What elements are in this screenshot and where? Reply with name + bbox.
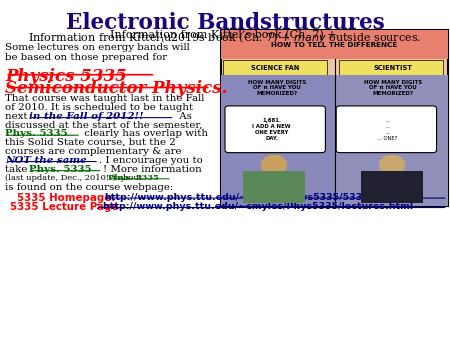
FancyBboxPatch shape <box>220 75 335 206</box>
Text: Electronic Bandstructures: Electronic Bandstructures <box>66 12 384 34</box>
Text: Phys. 5335: Phys. 5335 <box>108 174 159 182</box>
Text: HOW MANY DIGITS
OF π HAVE YOU
MEMORIZED?: HOW MANY DIGITS OF π HAVE YOU MEMORIZED? <box>364 80 423 96</box>
Text: HOW MANY DIGITS
OF π HAVE YOU
MEMORIZED?: HOW MANY DIGITS OF π HAVE YOU MEMORIZED? <box>248 80 306 96</box>
Text: clearly has overlap with: clearly has overlap with <box>81 129 208 138</box>
FancyBboxPatch shape <box>361 171 423 203</box>
Text: 5335 Lecture Page: 5335 Lecture Page <box>10 202 118 212</box>
Text: Phys. 5335: Phys. 5335 <box>5 129 68 138</box>
FancyBboxPatch shape <box>220 30 448 206</box>
Text: HOW TO TELL THE DIFFERENCE: HOW TO TELL THE DIFFERENCE <box>271 42 397 48</box>
Text: : http://www.phys.ttu.edu/~cmyles/Phys5335/lectures.html: : http://www.phys.ttu.edu/~cmyles/Phys53… <box>96 202 413 211</box>
Text: 1,681.
I ADD A NEW
ONE EVERY
DAY.: 1,681. I ADD A NEW ONE EVERY DAY. <box>252 118 291 141</box>
FancyBboxPatch shape <box>336 106 436 153</box>
Text: Information from Kittel\u2019s book (Ch. 7) + $\bf{\it{many}}$ outside sources.: Information from Kittel\u2019s book (Ch.… <box>28 30 422 45</box>
Text: Phys. 5335: Phys. 5335 <box>29 165 92 174</box>
Text: SCIENTIST: SCIENTIST <box>374 65 413 71</box>
Circle shape <box>261 155 287 174</box>
Text: Physics 5335: Physics 5335 <box>5 68 127 84</box>
Text: . I encourage you to: . I encourage you to <box>99 156 203 165</box>
Circle shape <box>379 155 405 174</box>
Text: Semiconductor Physics.: Semiconductor Physics. <box>5 80 228 97</box>
FancyBboxPatch shape <box>225 106 325 153</box>
Text: ! More information: ! More information <box>103 165 201 174</box>
Text: That course was taught last in the Fall: That course was taught last in the Fall <box>5 94 205 103</box>
Text: in the Fall of 2012!!: in the Fall of 2012!! <box>29 112 144 121</box>
Text: http://www.phys.ttu.edu/~cmyles/Phys5335/5335.html: http://www.phys.ttu.edu/~cmyles/Phys5335… <box>104 193 397 202</box>
Text: Some lectures on energy bands will: Some lectures on energy bands will <box>5 43 190 52</box>
FancyBboxPatch shape <box>243 171 305 203</box>
FancyBboxPatch shape <box>335 75 448 206</box>
Text: NOT the same: NOT the same <box>5 156 87 165</box>
FancyBboxPatch shape <box>339 60 443 75</box>
FancyBboxPatch shape <box>223 60 327 75</box>
Text: ...
...
...
... ONE?: ... ... ... ... ONE? <box>378 118 398 141</box>
Text: discussed at the start of the semester,: discussed at the start of the semester, <box>5 120 203 129</box>
Text: be based on those prepared for: be based on those prepared for <box>5 53 167 62</box>
Text: is found on the course webpage:: is found on the course webpage: <box>5 183 174 192</box>
Text: Information from Kittel’s book (Ch. 7) +: Information from Kittel’s book (Ch. 7) + <box>110 30 340 40</box>
FancyBboxPatch shape <box>220 30 448 59</box>
Text: As: As <box>176 112 191 121</box>
Text: take: take <box>5 165 31 174</box>
Text: (last update, Dec., 2010!!) about: (last update, Dec., 2010!!) about <box>5 174 145 182</box>
Text: next: next <box>5 112 31 121</box>
Text: this Solid State course, but the 2: this Solid State course, but the 2 <box>5 138 176 147</box>
Text: of 2010. It is scheduled to be taught: of 2010. It is scheduled to be taught <box>5 103 194 112</box>
Text: SCIENCE FAN: SCIENCE FAN <box>251 65 299 71</box>
Text: 5335 Homepage:: 5335 Homepage: <box>17 193 119 203</box>
Text: courses are complementary & are: courses are complementary & are <box>5 147 182 156</box>
